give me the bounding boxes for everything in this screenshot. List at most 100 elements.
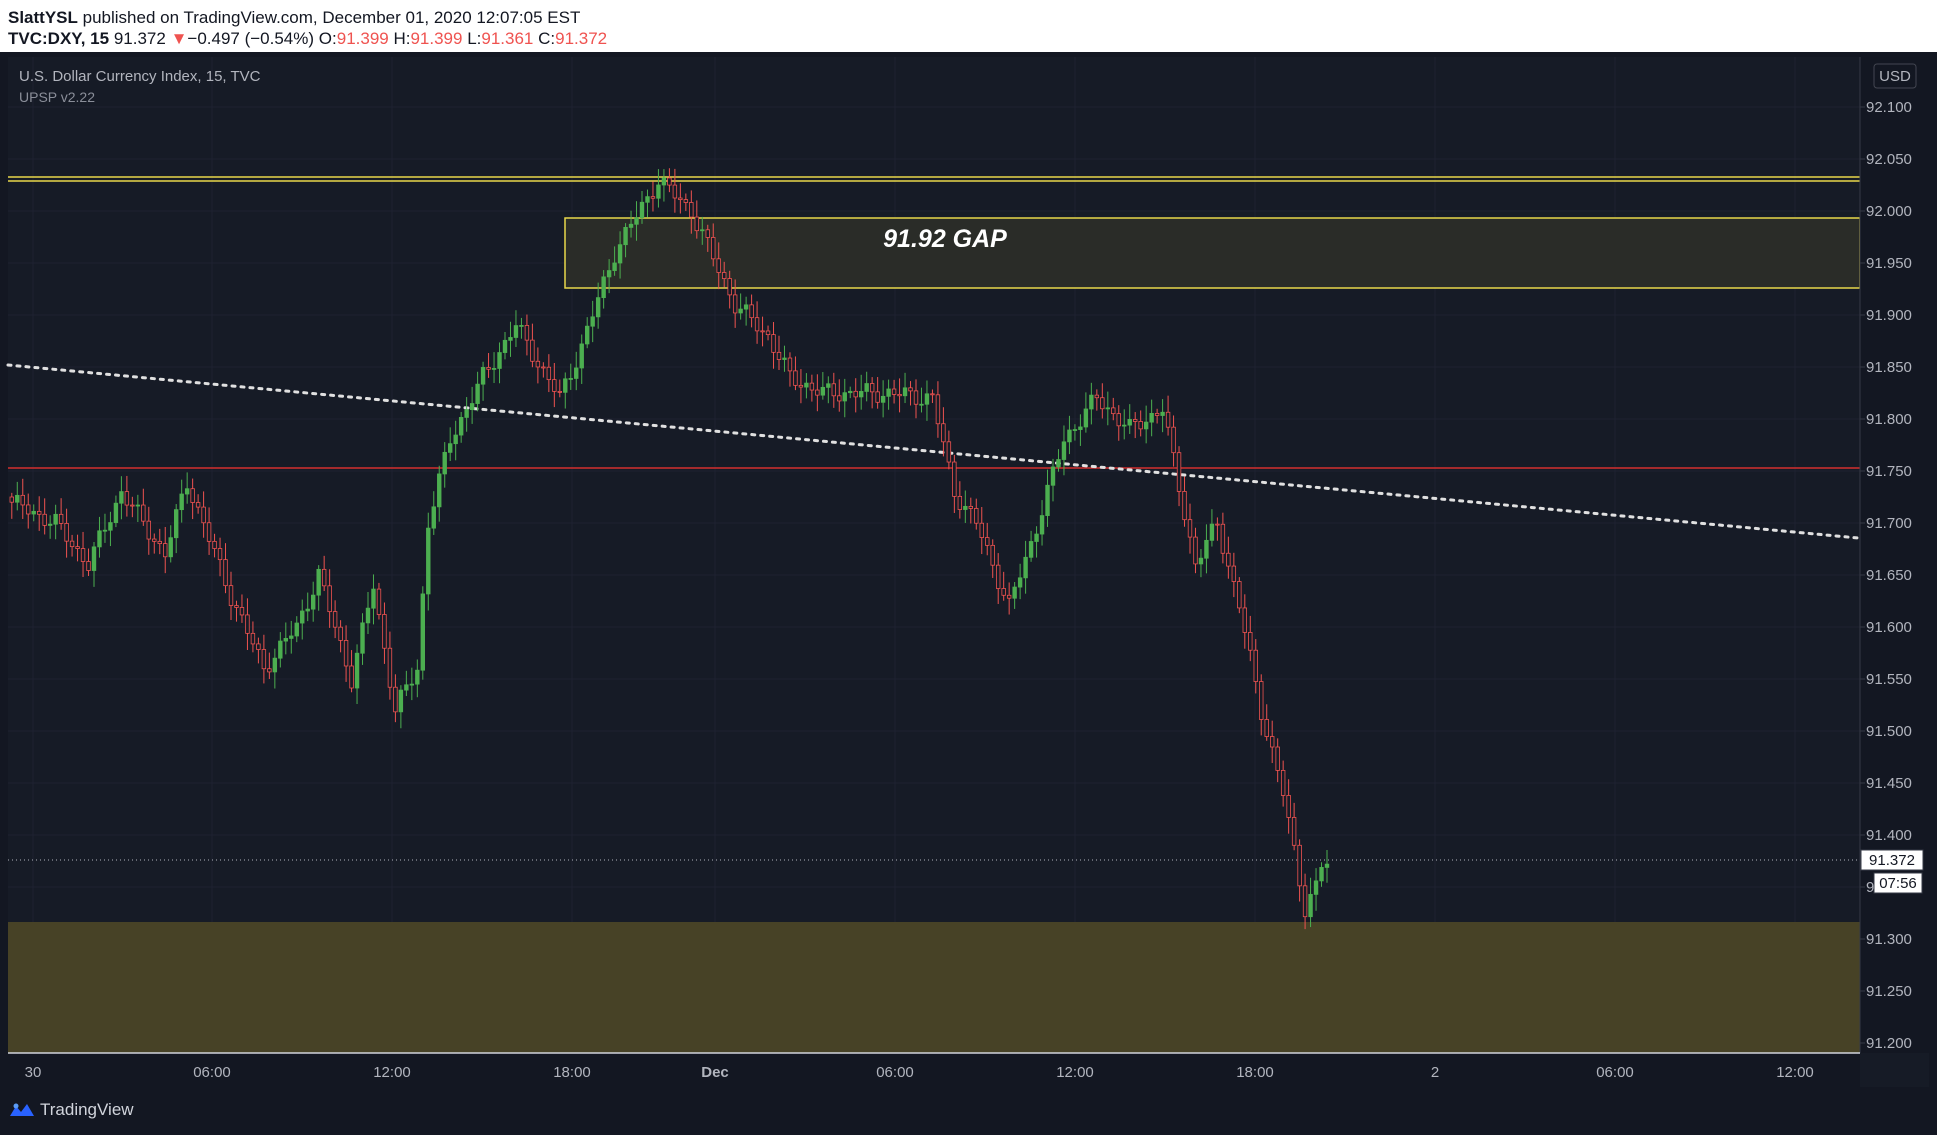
candle[interactable] (1050, 458, 1056, 502)
candle[interactable] (184, 472, 190, 504)
candle[interactable] (831, 372, 836, 408)
candle[interactable] (42, 498, 47, 535)
candle[interactable] (1204, 524, 1209, 574)
candle[interactable] (47, 515, 53, 539)
candle[interactable] (645, 189, 650, 218)
candle[interactable] (316, 565, 321, 611)
candle[interactable] (623, 223, 628, 258)
candle[interactable] (272, 648, 278, 689)
candle[interactable] (826, 376, 831, 404)
candle[interactable] (738, 293, 743, 320)
candle[interactable] (1187, 503, 1193, 554)
candle[interactable] (957, 481, 963, 519)
candle[interactable] (1176, 446, 1182, 507)
candle[interactable] (612, 246, 617, 276)
candle[interactable] (535, 347, 541, 384)
candle[interactable] (1023, 540, 1028, 594)
candle[interactable] (415, 659, 420, 698)
candle[interactable] (1094, 389, 1100, 411)
candle[interactable] (245, 598, 250, 650)
candle[interactable] (447, 427, 453, 462)
candle[interactable] (1105, 391, 1110, 426)
candle[interactable] (168, 525, 173, 563)
candle[interactable] (705, 224, 710, 252)
candle[interactable] (437, 465, 442, 522)
candle[interactable] (1056, 449, 1061, 472)
candle[interactable] (837, 379, 842, 412)
candle[interactable] (897, 378, 902, 413)
candle[interactable] (754, 301, 760, 344)
candle[interactable] (985, 522, 990, 556)
candle[interactable] (935, 381, 941, 438)
candle[interactable] (1259, 674, 1264, 736)
candle[interactable] (722, 261, 727, 288)
candle[interactable] (157, 528, 162, 555)
candle[interactable] (223, 543, 228, 594)
candle[interactable] (1319, 862, 1324, 887)
candle[interactable] (606, 259, 612, 294)
candle[interactable] (173, 504, 179, 554)
candle[interactable] (1220, 512, 1226, 564)
candle[interactable] (327, 569, 332, 628)
candle[interactable] (1061, 425, 1067, 476)
candle[interactable] (234, 600, 239, 622)
candle[interactable] (869, 377, 875, 409)
candle[interactable] (694, 200, 699, 239)
candlestick-series[interactable] (9, 168, 1330, 930)
candle[interactable] (1083, 392, 1089, 433)
candle[interactable] (859, 374, 864, 410)
currency-button[interactable] (1873, 63, 1917, 89)
candle[interactable] (420, 586, 425, 680)
candle[interactable] (1231, 552, 1237, 598)
candle[interactable] (661, 169, 667, 202)
candle[interactable] (1215, 517, 1220, 541)
candle[interactable] (667, 168, 672, 193)
candle[interactable] (1324, 850, 1330, 883)
candle[interactable] (842, 378, 847, 418)
candle[interactable] (924, 380, 930, 421)
candle[interactable] (321, 555, 327, 592)
instrument-title[interactable]: U.S. Dollar Currency Index, 15, TVC (19, 68, 261, 85)
candle[interactable] (1138, 410, 1143, 437)
candle[interactable] (760, 316, 765, 347)
candle[interactable] (700, 216, 705, 245)
candle[interactable] (409, 667, 415, 701)
candle[interactable] (1127, 404, 1132, 434)
candle[interactable] (541, 362, 546, 378)
candle[interactable] (996, 553, 1001, 604)
candle[interactable] (530, 323, 535, 368)
candle[interactable] (880, 380, 886, 418)
candle[interactable] (1209, 509, 1215, 547)
candle[interactable] (278, 632, 283, 668)
candle[interactable] (628, 210, 634, 238)
candle[interactable] (1313, 868, 1319, 911)
candle[interactable] (902, 372, 908, 404)
candle[interactable] (771, 322, 776, 369)
candle[interactable] (387, 631, 393, 700)
candle[interactable] (1012, 581, 1017, 609)
candle[interactable] (1154, 408, 1160, 424)
candle[interactable] (891, 379, 897, 404)
candle[interactable] (1028, 530, 1034, 562)
candle[interactable] (1297, 839, 1302, 902)
candle[interactable] (31, 504, 36, 522)
candle[interactable] (382, 602, 387, 664)
candle[interactable] (886, 379, 891, 410)
candle[interactable] (239, 594, 245, 623)
candle[interactable] (919, 387, 924, 413)
candle[interactable] (1111, 397, 1116, 421)
candle[interactable] (1291, 802, 1297, 851)
candle[interactable] (343, 625, 349, 682)
candle[interactable] (1182, 476, 1187, 527)
candle[interactable] (1067, 415, 1072, 455)
candle[interactable] (683, 193, 689, 211)
candle[interactable] (1308, 877, 1313, 928)
candle[interactable] (585, 317, 590, 349)
candle[interactable] (1270, 720, 1275, 764)
candle[interactable] (305, 592, 310, 622)
candle[interactable] (146, 506, 151, 555)
tradingview-branding[interactable]: TradingView (10, 1100, 134, 1120)
candle[interactable] (864, 371, 869, 402)
candle[interactable] (376, 582, 382, 620)
candle[interactable] (86, 548, 91, 576)
